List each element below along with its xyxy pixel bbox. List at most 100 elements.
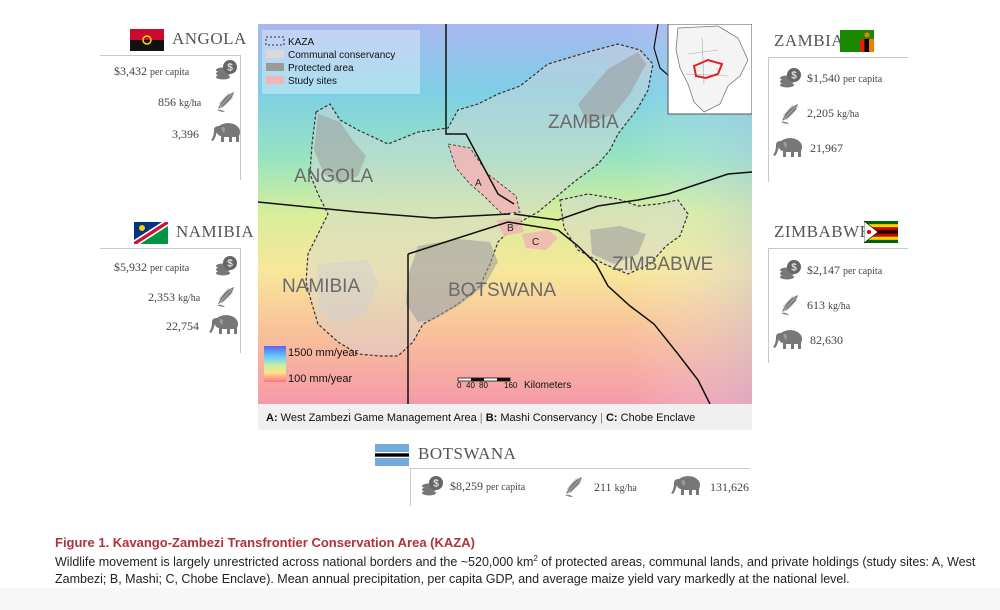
protected-area-botswana	[406, 239, 498, 322]
zambia-elephants: 21,967	[810, 141, 843, 155]
zimbabwe-elephants: 82,630	[810, 333, 843, 347]
coin-stack-icon	[214, 254, 238, 278]
protected-area-zimbabwe	[590, 226, 646, 264]
namibia-maize: 2,353 kg/ha	[148, 290, 200, 305]
botswana-elephants: 131,626	[710, 480, 749, 494]
botswana-vline	[410, 468, 411, 506]
zimbabwe-maize-value: 613	[807, 298, 825, 312]
angola-vline	[240, 55, 241, 180]
kaza-map: ZAMBIA ANGOLA NAMIBIA BOTSWANA ZIMBABWE …	[258, 24, 752, 430]
elephant-icon	[772, 135, 806, 159]
coin-stack-icon	[778, 258, 802, 282]
precip-low-label: 100 mm/year	[288, 373, 353, 385]
botswana-gdp-unit: per capita	[486, 482, 526, 493]
botswana-maize-value: 211	[594, 480, 612, 494]
angola-gdp-value: $3,432	[114, 64, 147, 78]
zimbabwe-maize-unit: kg/ha	[828, 301, 851, 312]
angola-maize-unit: kg/ha	[179, 98, 202, 109]
zambia-gdp: $1,540 per capita	[807, 71, 882, 86]
site-label-a: A	[475, 178, 482, 189]
namibia-divider	[100, 248, 240, 249]
botswana-maize: 211 kg/ha	[594, 480, 637, 495]
precip-high-label: 1500 mm/year	[288, 347, 359, 359]
page-footer-band	[0, 588, 1000, 610]
zambia-maize-value: 2,205	[807, 106, 834, 120]
legend-study-sites: Study sites	[288, 76, 337, 87]
maize-cob-icon	[778, 292, 802, 316]
angola-name: ANGOLA	[172, 29, 247, 48]
zimbabwe-divider	[768, 248, 908, 249]
zambia-name: ZAMBIA	[774, 31, 845, 50]
zambia-gdp-value: $1,540	[807, 71, 840, 85]
scale-tick-160: 160	[504, 381, 518, 390]
border-angola-zambia	[445, 24, 515, 205]
elephant-icon	[772, 327, 806, 351]
protected-area-namibia	[318, 260, 378, 324]
site-key-b: Mashi Conservancy	[500, 412, 597, 424]
protected-area-angola	[314, 114, 366, 184]
namibia-gdp-unit: per capita	[150, 263, 190, 274]
elephant-icon	[210, 120, 244, 144]
namibia-vline	[240, 248, 241, 353]
zambia-vline	[768, 57, 769, 182]
africa-inset-map	[667, 24, 752, 115]
coin-stack-icon	[420, 474, 444, 498]
elephant-icon	[670, 473, 704, 497]
angola-elephants: 3,396	[172, 127, 199, 141]
site-key-separator: |	[600, 412, 606, 424]
maize-cob-icon	[778, 101, 802, 125]
site-key-c: Chobe Enclave	[621, 412, 696, 424]
namibia-elephants: 22,754	[166, 319, 199, 333]
zimbabwe-gdp-value: $2,147	[807, 263, 840, 277]
zimbabwe-name: ZIMBABWE	[774, 222, 871, 241]
zambia-flag-icon	[840, 30, 874, 52]
zambia-gdp-unit: per capita	[843, 74, 883, 85]
namibia-name: NAMIBIA	[176, 222, 255, 241]
botswana-divider	[410, 468, 750, 469]
inset-kaza-outline	[692, 58, 724, 80]
caption-body-sup: 2	[533, 554, 538, 563]
map-label-angola: ANGOLA	[294, 166, 374, 187]
botswana-maize-unit: kg/ha	[614, 483, 637, 494]
zambia-divider	[768, 57, 908, 58]
site-label-c: C	[532, 237, 539, 248]
map-legend: KAZA Communal conservancy Protected area…	[262, 30, 420, 94]
botswana-gdp: $8,259 per capita	[450, 479, 525, 494]
border-angola-namibia	[258, 201, 511, 219]
coin-stack-icon	[778, 66, 802, 90]
zimbabwe-flag-icon	[864, 221, 898, 243]
site-key-c-letter: C:	[606, 412, 618, 424]
namibia-gdp-value: $5,932	[114, 260, 147, 274]
scale-tick-40: 40	[466, 381, 475, 390]
zimbabwe-gdp-unit: per capita	[843, 266, 883, 277]
study-site-b	[496, 218, 524, 236]
site-label-b: B	[507, 223, 514, 234]
legend-communal: Communal conservancy	[288, 50, 395, 61]
zimbabwe-gdp: $2,147 per capita	[807, 263, 882, 278]
botswana-gdp-value: $8,259	[450, 479, 483, 493]
border-botswana-zimbabwe	[557, 229, 711, 405]
maize-cob-icon	[214, 284, 238, 308]
border-caprivi	[407, 221, 559, 255]
caption-body-pre: Wildlife movement is largely unrestricte…	[55, 555, 534, 570]
angola-divider	[100, 55, 240, 56]
map-label-namibia: NAMIBIA	[282, 276, 360, 297]
map-label-zambia: ZAMBIA	[548, 112, 619, 133]
caption-body-post: of protected areas, communal lands, and …	[55, 555, 976, 587]
protected-area-zambia	[578, 52, 646, 124]
coin-stack-icon	[214, 58, 238, 82]
namibia-gdp: $5,932 per capita	[114, 260, 189, 275]
figure-caption-body: Wildlife movement is largely unrestricte…	[55, 550, 980, 588]
angola-gdp: $3,432 per capita	[114, 64, 189, 79]
zimbabwe-maize: 613 kg/ha	[807, 298, 850, 313]
precipitation-legend: 1500 mm/year 100 mm/year	[264, 346, 359, 385]
maize-cob-icon	[214, 89, 238, 113]
zambia-maize-unit: kg/ha	[837, 109, 860, 120]
scale-tick-80: 80	[479, 381, 488, 390]
scale-bar: 0 40 80 160 Kilometers	[457, 377, 571, 391]
site-key-separator: |	[480, 412, 486, 424]
angola-maize: 856 kg/ha	[158, 95, 201, 110]
elephant-icon	[208, 312, 242, 336]
zambia-maize: 2,205 kg/ha	[807, 106, 859, 121]
site-key-b-letter: B:	[486, 412, 498, 424]
